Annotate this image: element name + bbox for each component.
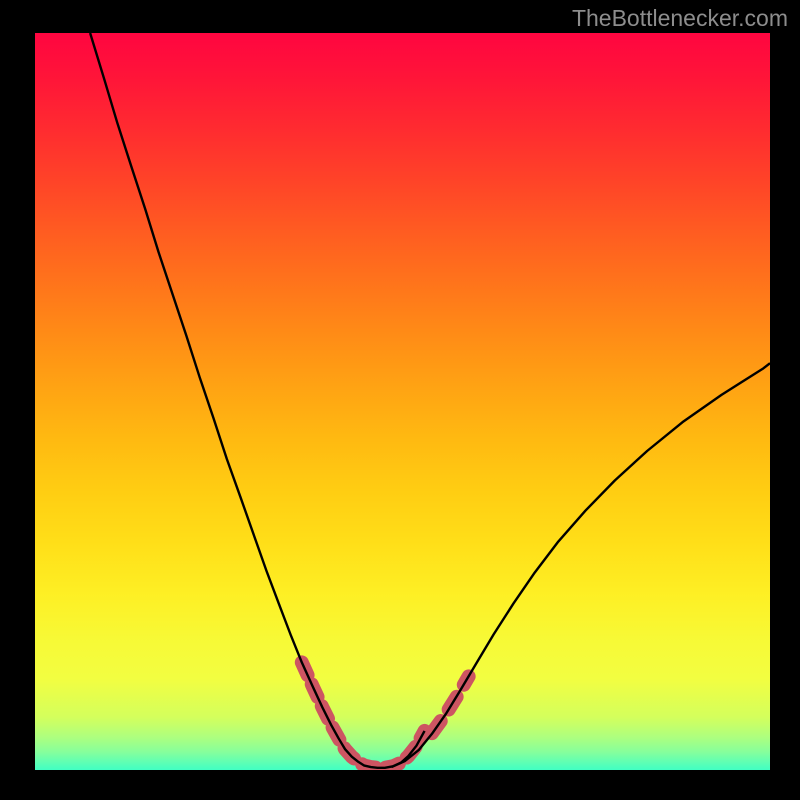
plot-background [35, 33, 770, 770]
site-watermark: TheBottlenecker.com [572, 5, 788, 32]
bottleneck-chart [0, 0, 800, 800]
